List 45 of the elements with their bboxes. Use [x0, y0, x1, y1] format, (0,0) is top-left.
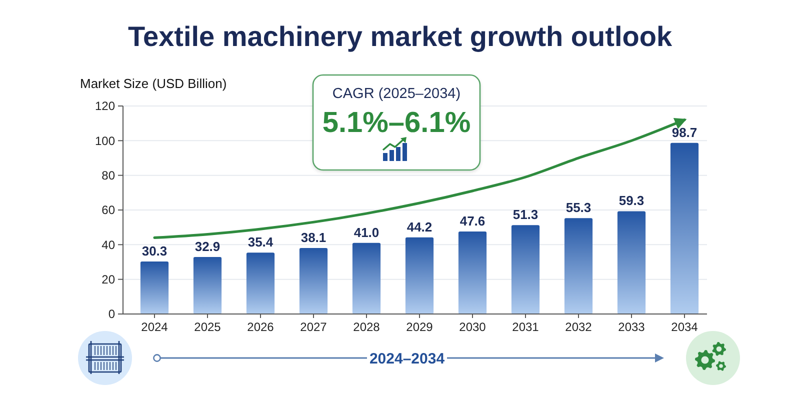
annotation: 5.1%–6.1% — [322, 107, 471, 139]
y-axis-title: Market Size (USD Billion) — [80, 76, 227, 91]
y-tick-label: 100 — [94, 134, 116, 148]
bar — [617, 211, 646, 314]
data-label: 32.9 — [194, 238, 220, 254]
data-label: 30.3 — [142, 243, 168, 258]
x-tick-label: 2032 — [565, 320, 592, 334]
bar — [352, 242, 381, 314]
bar — [405, 237, 434, 314]
data-label: 51.3 — [512, 207, 538, 222]
chart-title: Textile machinery market growth outlook — [128, 21, 672, 52]
x-tick-label: 2029 — [406, 320, 434, 334]
y-tick-label: 40 — [102, 238, 116, 252]
data-label: 38.1 — [300, 230, 326, 245]
y-tick-label: 60 — [102, 203, 116, 218]
y-tick-label: 20 — [102, 272, 116, 287]
data-label: 47.6 — [460, 213, 486, 228]
text: 2024–2034 — [369, 350, 446, 368]
data-label: 59.3 — [618, 193, 644, 208]
bar — [299, 248, 328, 314]
y-tick-label: 120 — [94, 99, 116, 114]
x-tick-label: 2034 — [671, 320, 698, 334]
x-tick-label: 2026 — [247, 320, 274, 334]
bar — [140, 261, 169, 314]
x-tick-label: 2028 — [353, 320, 380, 334]
y-tick-label: 80 — [102, 168, 116, 183]
x-tick-label: 2027 — [300, 320, 328, 334]
data-label: 98.7 — [672, 124, 698, 140]
bar — [670, 142, 699, 314]
x-tick-label: 2033 — [618, 320, 646, 334]
data-label: 55.3 — [566, 200, 592, 216]
x-tick-label: 2031 — [512, 320, 540, 334]
text: CAGR (2025–2034) — [332, 86, 461, 102]
data-label: 41.0 — [354, 224, 380, 240]
data-label: 35.4 — [248, 234, 274, 250]
x-tick-label: 2024 — [141, 320, 168, 334]
bar — [246, 252, 275, 314]
bar — [193, 256, 222, 314]
data-label: 44.2 — [406, 219, 432, 234]
bar — [458, 231, 487, 314]
bar — [564, 218, 593, 314]
x-tick-label: 2025 — [194, 320, 222, 334]
x-tick-label: 2030 — [459, 320, 486, 334]
bar — [511, 225, 540, 314]
y-tick-label: 0 — [108, 307, 116, 322]
